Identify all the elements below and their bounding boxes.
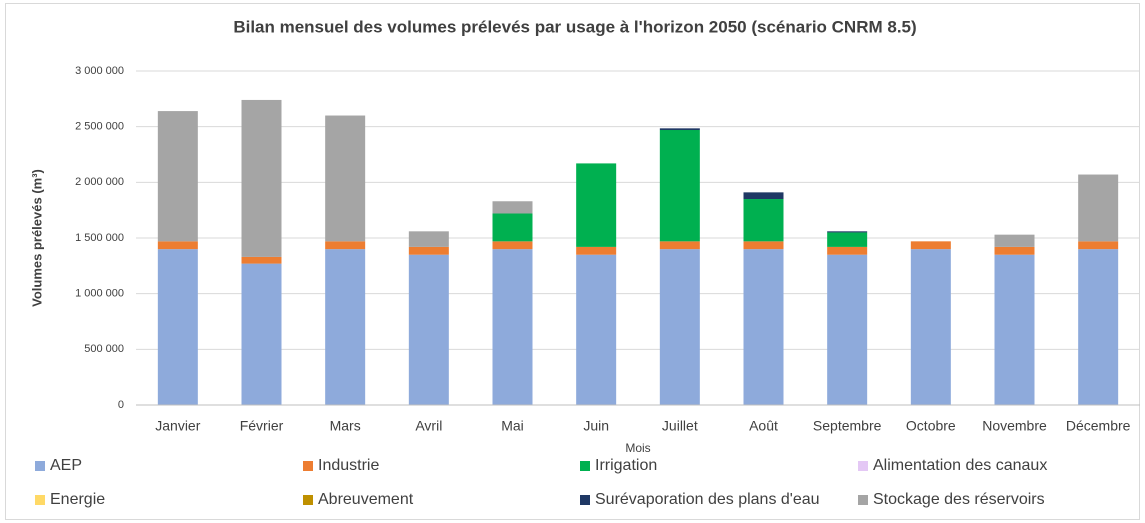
bar-segment — [743, 249, 784, 405]
y-tick-label: 500 000 — [84, 343, 124, 355]
bar-segment — [1078, 241, 1119, 250]
bar-segment — [1078, 249, 1119, 405]
bar-segment — [241, 263, 282, 405]
x-tick-label: Septembre — [813, 418, 882, 434]
bar-segment — [994, 234, 1035, 247]
bar-segment — [994, 254, 1035, 405]
bar-segment — [241, 256, 282, 264]
bar-segment — [994, 246, 1035, 255]
bar-segment — [1078, 174, 1119, 242]
bar-segment — [325, 115, 366, 242]
bar-segment — [325, 249, 366, 405]
legend-swatch — [580, 495, 590, 505]
bar-segment — [659, 249, 700, 405]
bar-segment — [659, 130, 700, 242]
x-tick-label: Avril — [415, 418, 442, 434]
bar-segment — [492, 249, 533, 405]
x-tick-label: Janvier — [155, 418, 200, 434]
y-tick-label: 2 500 000 — [75, 121, 124, 133]
legend-label: Industrie — [318, 457, 379, 474]
legend-swatch — [35, 461, 45, 471]
bar-segment — [408, 254, 449, 405]
bar-segment — [576, 254, 617, 405]
bar-segment — [408, 246, 449, 255]
bar-segment — [157, 249, 198, 405]
bar-segment — [827, 231, 868, 233]
chart-title: Bilan mensuel des volumes prélevés par u… — [233, 17, 916, 36]
bar-segment — [408, 231, 449, 247]
legend-label: Surévaporation des plans d'eau — [595, 491, 820, 508]
y-axis-label: Volumes prélevés (m³) — [29, 169, 44, 307]
bar-segment — [576, 246, 617, 255]
x-tick-label: Juillet — [662, 418, 698, 434]
y-tick-label: 1 500 000 — [75, 232, 124, 244]
bar-segment — [492, 213, 533, 242]
y-tick-label: 1 000 000 — [75, 288, 124, 300]
x-tick-label: Décembre — [1066, 418, 1131, 434]
legend-label: Abreuvement — [318, 491, 414, 508]
bar-segment — [325, 241, 366, 250]
x-tick-label: Novembre — [982, 418, 1047, 434]
legend-label: Stockage des réservoirs — [873, 491, 1045, 508]
legend-swatch — [35, 495, 45, 505]
legend-swatch — [858, 461, 868, 471]
bar-segment — [743, 241, 784, 250]
legend-swatch — [303, 461, 313, 471]
bar-segment — [659, 241, 700, 250]
bar-segment — [241, 99, 282, 257]
bar-segment — [827, 254, 868, 405]
x-tick-label: Mars — [330, 418, 361, 434]
x-tick-label: Octobre — [906, 418, 956, 434]
bar-segment — [743, 199, 784, 242]
y-tick-label: 3 000 000 — [75, 65, 124, 77]
y-tick-label: 2 000 000 — [75, 176, 124, 188]
bar-segment — [157, 111, 198, 242]
bar-segment — [827, 246, 868, 255]
y-tick-label: 0 — [118, 399, 124, 411]
bar-segment — [157, 241, 198, 250]
bar-segment — [910, 249, 951, 405]
x-tick-label: Février — [240, 418, 284, 434]
bar-segment — [827, 232, 868, 247]
legend-label: Alimentation des canaux — [873, 457, 1047, 474]
legend-label: Energie — [50, 491, 105, 508]
legend-swatch — [858, 495, 868, 505]
bar-segment — [910, 241, 951, 250]
bar-segment — [492, 201, 533, 214]
x-tick-label: Mai — [501, 418, 524, 434]
legend-swatch — [580, 461, 590, 471]
bar-segment — [743, 192, 784, 200]
legend-label: Irrigation — [595, 457, 657, 474]
legend-label: AEP — [50, 457, 82, 474]
x-tick-label: Juin — [583, 418, 609, 434]
x-axis-label: Mois — [625, 441, 650, 455]
bar-segment — [576, 163, 617, 247]
legend-swatch — [303, 495, 313, 505]
x-tick-label: Août — [749, 418, 778, 434]
bar-segment — [492, 241, 533, 250]
bar-segment — [659, 128, 700, 131]
